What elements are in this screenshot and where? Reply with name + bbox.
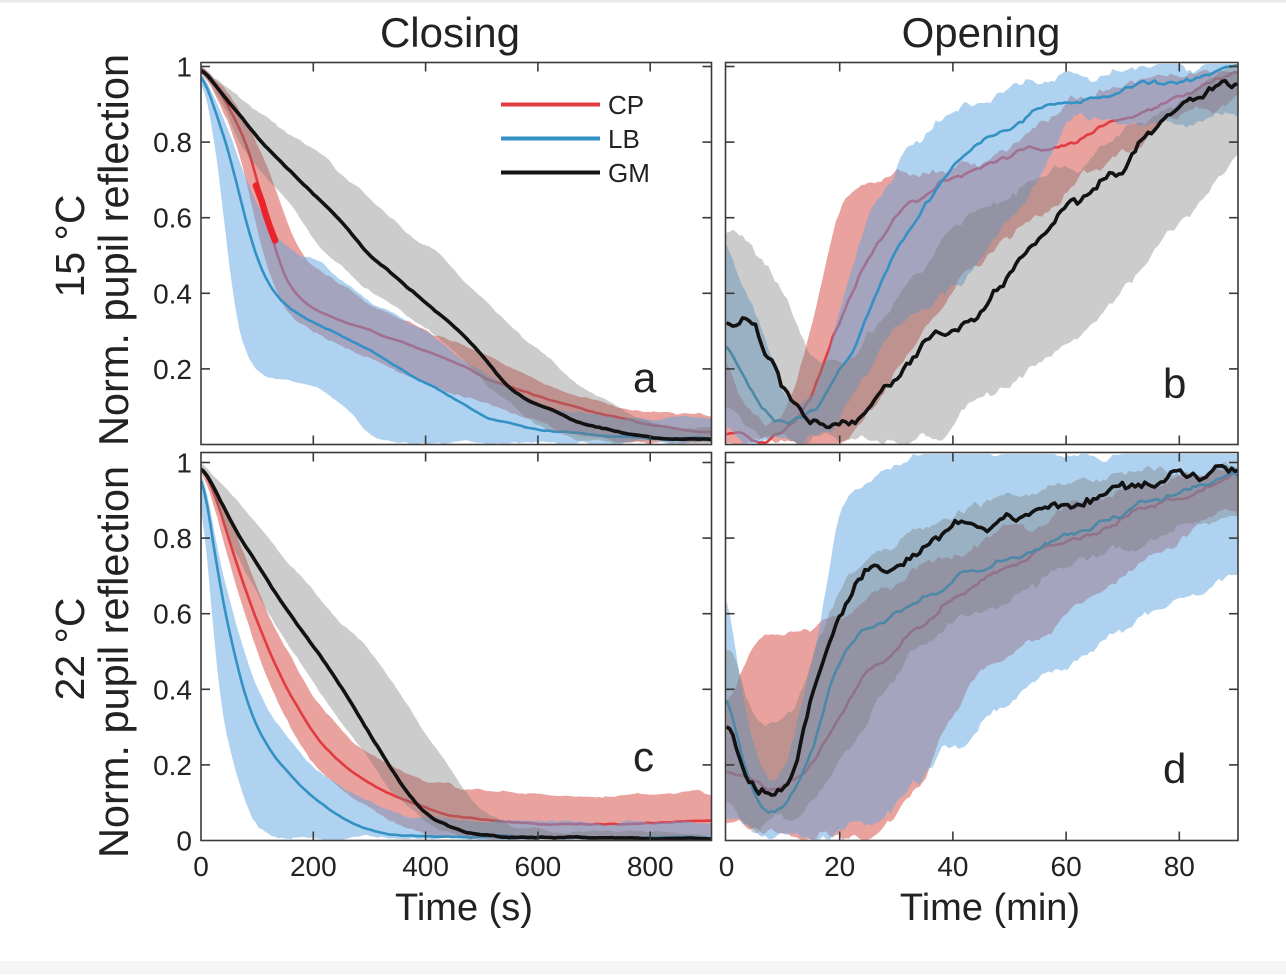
- svg-text:CP: CP: [608, 90, 644, 120]
- svg-text:0: 0: [719, 851, 735, 882]
- svg-text:0.6: 0.6: [153, 203, 192, 234]
- svg-text:1: 1: [176, 448, 192, 479]
- svg-text:80: 80: [1164, 851, 1195, 882]
- svg-text:800: 800: [627, 851, 674, 882]
- svg-text:0.2: 0.2: [153, 354, 192, 385]
- svg-text:0.4: 0.4: [153, 278, 192, 309]
- svg-text:22 °C: 22 °C: [47, 597, 93, 700]
- svg-text:0.4: 0.4: [153, 674, 192, 705]
- svg-text:Closing: Closing: [380, 9, 520, 56]
- svg-text:LB: LB: [608, 124, 640, 154]
- svg-text:0: 0: [193, 851, 209, 882]
- svg-text:b: b: [1163, 360, 1186, 407]
- svg-text:0.8: 0.8: [153, 523, 192, 554]
- svg-text:15 °C: 15 °C: [47, 194, 93, 297]
- svg-text:d: d: [1163, 745, 1186, 792]
- svg-text:200: 200: [290, 851, 337, 882]
- svg-text:400: 400: [402, 851, 449, 882]
- svg-text:Time (min): Time (min): [900, 887, 1080, 929]
- svg-text:1: 1: [176, 52, 192, 83]
- svg-text:Time (s): Time (s): [395, 887, 533, 929]
- svg-text:c: c: [633, 733, 654, 780]
- svg-text:40: 40: [937, 851, 968, 882]
- svg-text:GM: GM: [608, 158, 650, 188]
- svg-text:Norm. pupil reflection: Norm. pupil reflection: [90, 466, 137, 858]
- svg-text:a: a: [633, 354, 657, 401]
- svg-text:600: 600: [515, 851, 562, 882]
- svg-text:Norm. pupil reflection: Norm. pupil reflection: [90, 54, 137, 446]
- svg-text:0.6: 0.6: [153, 599, 192, 630]
- svg-text:0.2: 0.2: [153, 750, 192, 781]
- svg-text:20: 20: [824, 851, 855, 882]
- svg-text:Opening: Opening: [902, 9, 1061, 56]
- svg-text:60: 60: [1051, 851, 1082, 882]
- svg-text:0: 0: [176, 826, 192, 857]
- svg-text:0.8: 0.8: [153, 127, 192, 158]
